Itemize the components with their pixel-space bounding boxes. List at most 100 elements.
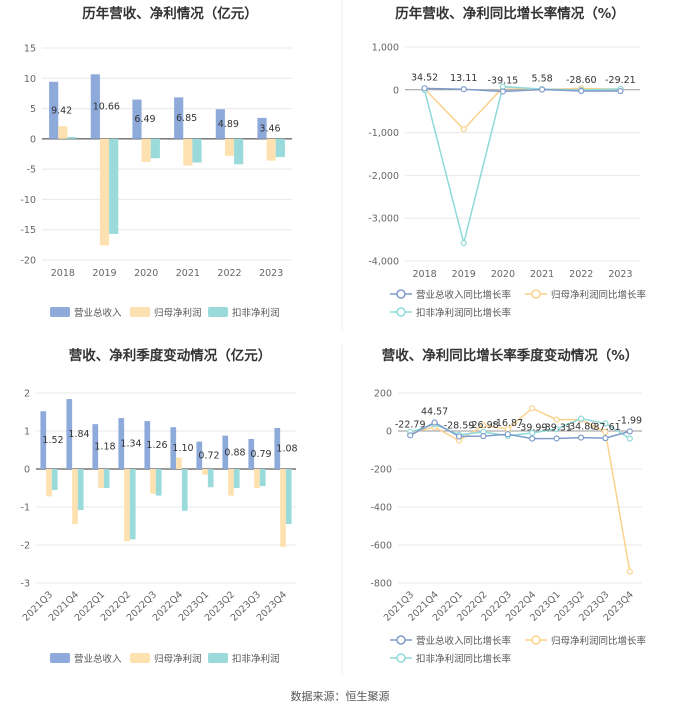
bar-value-label: 1.08 [276, 443, 297, 454]
legend-swatch-net-profit [130, 307, 150, 317]
bar-deducted-profit [275, 138, 285, 158]
y-tick-label: -800 [370, 579, 392, 590]
point-revenue [602, 435, 609, 442]
series-line-net-profit [424, 86, 621, 131]
legend-item-deducted-profit[interactable]: 扣非净利润 [208, 307, 280, 319]
legend-label: 营业总收入同比增长率 [416, 289, 512, 301]
bar-revenue [257, 117, 267, 139]
bar-deducted-profit [234, 138, 244, 165]
bar-net-profit [72, 469, 78, 525]
point-revenue [578, 87, 585, 95]
bar-net-profit [141, 138, 151, 162]
bar-net-profit [124, 469, 130, 542]
bar-deducted-profit [207, 469, 214, 488]
y-tick-label: -3 [21, 579, 30, 590]
bar-value-label: 10.66 [93, 102, 120, 113]
bar-net-profit [202, 469, 208, 475]
legend-item-net-profit-growth[interactable]: 归母净利润同比增长率 [525, 289, 647, 301]
legend-swatch-deducted-profit [208, 307, 228, 317]
legend-item-net-profit[interactable]: 归母净利润 [130, 653, 202, 665]
bar-revenue [118, 418, 125, 469]
growth-value-label: -39.31 [541, 422, 572, 433]
bar-net-profit [176, 457, 182, 469]
growth-value-label: -37.61 [590, 422, 621, 433]
bar-value-label: 1.52 [42, 435, 63, 446]
point-revenue [499, 88, 507, 95]
bar-deducted-profit [77, 469, 84, 511]
data-source-note: 数据来源：恒生聚源 [291, 689, 390, 703]
point-revenue [626, 428, 633, 435]
bar-net-profit [280, 469, 286, 547]
growth-value-label: -28.60 [566, 75, 597, 86]
point-deducted-profit [626, 435, 633, 442]
bar-revenue [248, 438, 255, 469]
y-tick-label: -20 [20, 256, 36, 267]
y-tick-label: 0 [393, 85, 399, 96]
y-tick-label: 1 [24, 427, 30, 438]
bar-revenue [66, 399, 73, 469]
bar-net-profit [224, 138, 235, 156]
x-tick-label: 2019 [452, 269, 476, 280]
legend-label: 营业总收入 [74, 307, 122, 319]
legend-item-net-profit-growth[interactable]: 归母净利润同比增长率 [525, 635, 647, 647]
chart-annual-growth-rate: -4,000 -3,000 -2,000 -1,000 0 1,000 2018 2019 20… [368, 43, 640, 280]
bar-net-profit [228, 469, 234, 496]
legend-label: 扣非净利润 [232, 307, 280, 319]
bar-net-profit [150, 469, 156, 494]
point-net-profit [529, 405, 536, 412]
legend-item-deducted-profit-growth[interactable]: 扣非净利润同比增长率 [390, 653, 512, 665]
legend-marker-net-profit-growth [531, 635, 541, 645]
bar-net-profit [183, 138, 193, 166]
point-revenue [504, 431, 511, 438]
y-tick-label: -2,000 [368, 171, 399, 182]
bar-revenue [132, 99, 142, 139]
chart3-legend: 营业总收入 归母净利润 扣非净利润 [50, 653, 280, 665]
bar-revenue [90, 74, 100, 139]
legend-marker-revenue-growth [396, 635, 406, 645]
bar-deducted-profit [150, 138, 160, 159]
point-deducted-profit [602, 420, 609, 427]
point-revenue [617, 87, 624, 95]
point-revenue [460, 86, 467, 93]
y-tick-label: -10 [20, 195, 36, 206]
growth-value-label: -39.15 [488, 75, 519, 86]
point-revenue [421, 85, 428, 92]
legend-item-revenue[interactable]: 营业总收入 [50, 307, 122, 319]
growth-value-label: 13.11 [450, 73, 477, 84]
bar-deducted-profit [155, 469, 162, 496]
bar-revenue [40, 411, 47, 469]
y-tick-label: 2 [24, 389, 30, 400]
growth-value-label: -26.98 [468, 420, 499, 431]
legend-item-revenue[interactable]: 营业总收入 [50, 653, 122, 665]
x-tick-label: 2020 [491, 269, 515, 280]
series-line-deducted-profit [423, 85, 621, 244]
point-net-profit [460, 126, 467, 133]
bar-revenue [196, 441, 203, 469]
bar-revenue [222, 435, 229, 469]
legend-item-deducted-profit[interactable]: 扣非净利润 [208, 653, 280, 665]
legend-item-revenue-growth[interactable]: 营业总收入同比增长率 [390, 635, 512, 647]
bar-value-label: 1.84 [68, 429, 89, 440]
x-tick-label: 2022 [569, 269, 593, 280]
x-tick-label: 2018 [412, 269, 436, 280]
bar-revenue [170, 427, 177, 469]
x-tick-label: 2018 [51, 268, 75, 279]
point-revenue [455, 433, 463, 440]
point-revenue [431, 419, 438, 426]
chart1-legend: 营业总收入 归母净利润 扣非净利润 [50, 307, 280, 319]
point-deducted-profit [529, 429, 536, 436]
legend-label: 归母净利润 [154, 307, 202, 319]
growth-value-label: -22.79 [395, 419, 426, 430]
bar-net-profit [266, 138, 276, 161]
legend-marker-deducted-profit-growth [396, 653, 406, 663]
point-revenue [529, 435, 536, 442]
legend-item-revenue-growth[interactable]: 营业总收入同比增长率 [390, 289, 512, 301]
growth-value-label: -29.21 [605, 75, 636, 86]
bar-deducted-profit [129, 469, 136, 540]
series-line-net-profit [410, 407, 631, 572]
legend-item-net-profit[interactable]: 归母净利润 [130, 307, 202, 319]
legend-item-deducted-profit-growth[interactable]: 扣非净利润同比增长率 [390, 307, 512, 319]
y-tick-label: -1,000 [368, 128, 399, 139]
point-net-profit [553, 416, 560, 423]
bar-deducted-profit [109, 138, 119, 234]
